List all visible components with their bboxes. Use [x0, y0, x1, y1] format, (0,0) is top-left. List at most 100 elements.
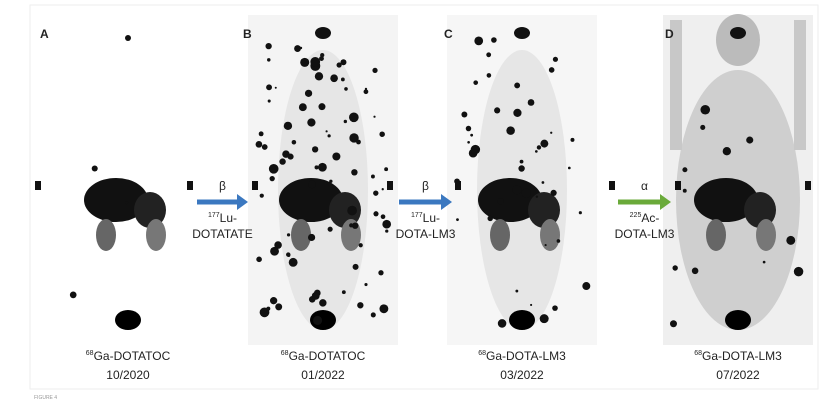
lesion	[545, 244, 547, 246]
lesion	[266, 307, 270, 311]
element: Lu-	[220, 211, 237, 225]
lesion	[371, 312, 376, 317]
lesion	[300, 47, 302, 49]
lesion	[270, 176, 275, 181]
panel-date: 03/2022	[500, 368, 544, 382]
lesion	[305, 90, 312, 97]
compound: DOTA-LM3	[615, 227, 675, 241]
marker	[187, 181, 193, 190]
lesion	[270, 247, 279, 256]
lesion	[513, 109, 521, 117]
panel-caption: 68Ga-DOTATOC	[281, 349, 366, 363]
lesion	[515, 290, 518, 293]
kidney	[490, 219, 510, 251]
lesion	[786, 236, 795, 245]
lesion	[670, 320, 677, 327]
lesion	[682, 167, 687, 172]
lesion	[473, 80, 478, 85]
lesion	[287, 233, 290, 236]
lesion	[700, 125, 705, 130]
kidney	[146, 219, 166, 251]
lesion	[528, 99, 535, 106]
lesion	[582, 282, 590, 290]
lesion	[506, 126, 515, 135]
lesion	[568, 167, 571, 170]
panel-caption: 68Ga-DOTA-LM3	[478, 349, 566, 363]
lesion	[270, 297, 277, 304]
kidney	[96, 219, 116, 251]
lesion	[344, 120, 347, 123]
lesion	[491, 37, 497, 43]
lesion	[300, 58, 309, 67]
panel-letter: A	[40, 27, 49, 41]
lesion	[471, 145, 480, 154]
lesion	[309, 296, 316, 303]
lesion	[268, 100, 271, 103]
lesion	[328, 227, 333, 232]
lesion	[318, 103, 325, 110]
kidney	[540, 219, 560, 251]
lesion	[349, 223, 353, 227]
lesion	[487, 73, 492, 78]
lesion	[552, 305, 558, 311]
lesion	[557, 239, 561, 243]
lesion	[378, 270, 383, 275]
lesion	[284, 122, 292, 130]
panel-date: 10/2020	[106, 368, 150, 382]
panel-date: 07/2022	[716, 368, 760, 382]
lesion	[456, 218, 459, 221]
panel-caption: 68Ga-DOTA-LM3	[694, 349, 782, 363]
lesion	[373, 211, 378, 216]
lesion	[279, 158, 285, 164]
lesion	[467, 141, 470, 144]
lesion	[357, 302, 363, 308]
lesion	[349, 133, 358, 142]
lesion	[330, 74, 338, 82]
lesion	[530, 304, 532, 306]
lesion	[269, 164, 279, 174]
lesion	[692, 268, 699, 275]
kidney	[756, 219, 776, 251]
lesion	[318, 163, 327, 172]
lesion	[265, 43, 271, 49]
lesion	[125, 201, 128, 204]
marker	[805, 181, 811, 190]
lesion	[553, 57, 558, 62]
isotope: 177	[208, 212, 220, 219]
lesion	[351, 169, 357, 175]
lesion	[364, 89, 369, 94]
lesion	[518, 165, 524, 171]
bladder	[725, 310, 751, 330]
lesion	[683, 189, 687, 193]
emitter: β	[422, 179, 429, 193]
lesion	[349, 113, 359, 123]
lesion	[494, 107, 500, 113]
lesion	[496, 217, 499, 220]
lesion	[794, 267, 803, 276]
tracer: Ga-DOTA-LM3	[702, 349, 782, 363]
lesion	[551, 190, 557, 196]
emitter: β	[219, 179, 226, 193]
tracer: Ga-DOTATOC	[289, 349, 366, 363]
lesion	[535, 150, 538, 153]
lesion	[461, 111, 467, 117]
lesion	[292, 140, 297, 145]
lesion	[700, 105, 710, 115]
kidney	[291, 219, 311, 251]
lesion	[312, 146, 318, 152]
isotope: 68	[281, 350, 289, 357]
isotope: 68	[86, 350, 94, 357]
lesion	[487, 216, 492, 221]
lesion	[256, 141, 263, 148]
lesion	[267, 58, 270, 61]
compound: DOTATATE	[192, 227, 252, 241]
lesion	[359, 243, 363, 247]
marker	[35, 181, 41, 190]
lesion	[723, 147, 731, 155]
lesion	[326, 130, 328, 132]
lesion	[486, 52, 491, 57]
lesion	[373, 116, 375, 118]
figure-label: FIGURE 4	[34, 395, 57, 401]
lesion	[288, 154, 294, 160]
marker	[387, 181, 393, 190]
